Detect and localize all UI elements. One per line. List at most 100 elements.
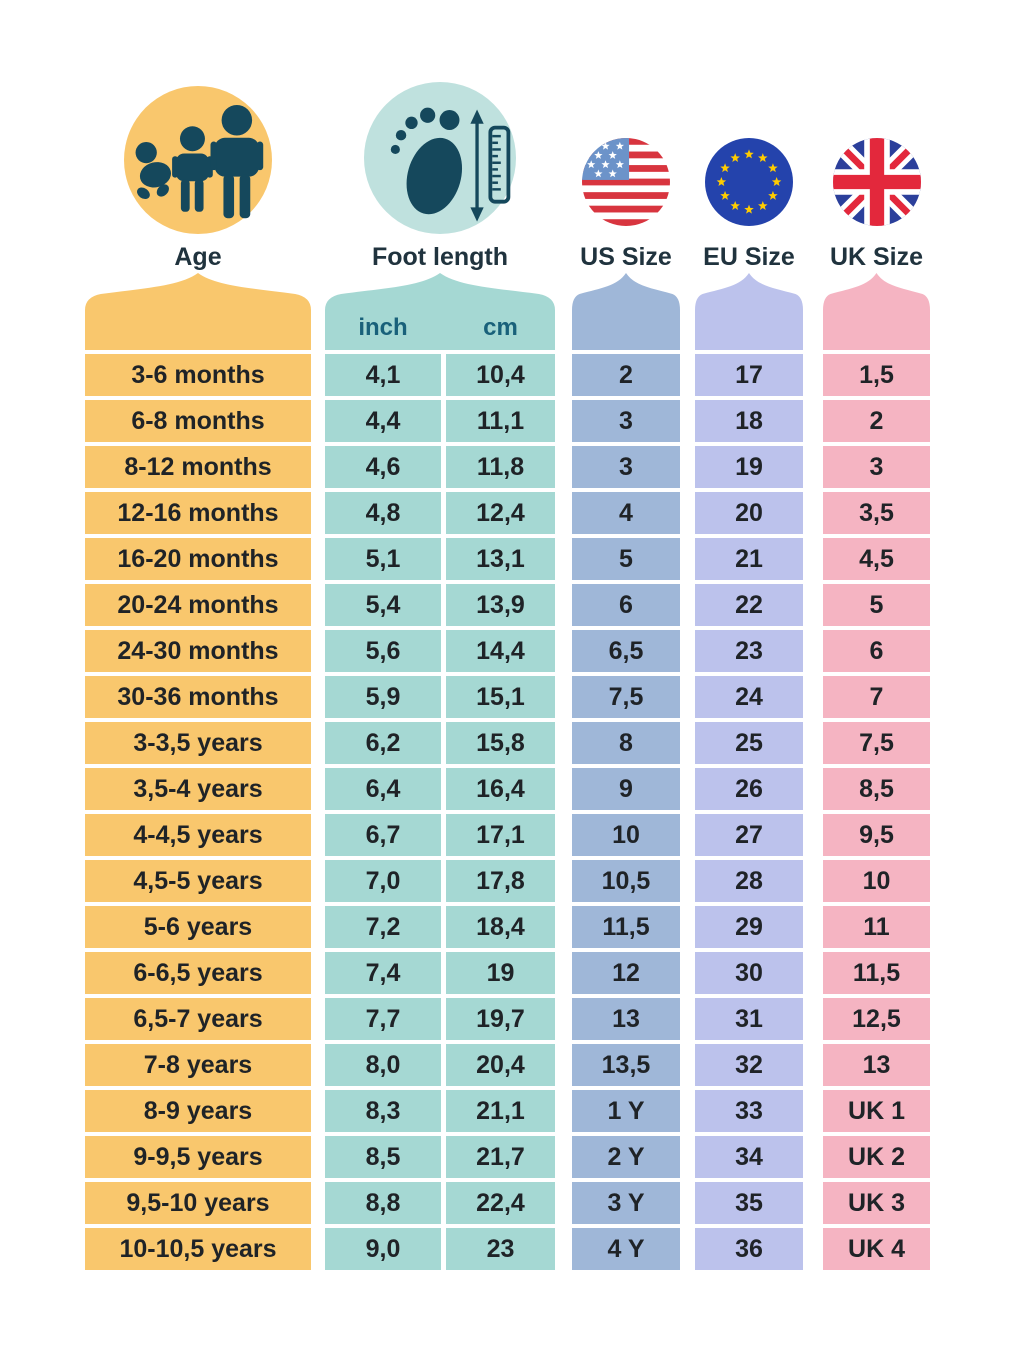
inch-cell: 8,0	[325, 1044, 441, 1086]
foot-length-column-label: Foot length	[371, 242, 509, 271]
eu-size-cell: 31	[695, 998, 803, 1040]
eu-size-cell: 22	[695, 584, 803, 626]
eu-size-cell: 25	[695, 722, 803, 764]
inch-cell: 4,4	[325, 400, 441, 442]
us-size-cell: 11,5	[572, 906, 680, 948]
cm-cell: 16,4	[446, 768, 555, 810]
us-size-cell: 3	[572, 446, 680, 488]
table-row: 6,5-7 years 7,7 19,7 13 31 12,5	[85, 998, 930, 1040]
table-row: 7-8 years 8,0 20,4 13,5 32 13	[85, 1044, 930, 1086]
us-size-cell: 13	[572, 998, 680, 1040]
age-cell: 4,5-5 years	[85, 860, 311, 902]
uk-size-cell: 9,5	[823, 814, 930, 856]
uk-size-cell: 10	[823, 860, 930, 902]
uk-size-cell: 12,5	[823, 998, 930, 1040]
eu-size-cell: 34	[695, 1136, 803, 1178]
cm-cell: 19,7	[446, 998, 555, 1040]
inch-cell: 6,2	[325, 722, 441, 764]
uk-size-column-label: UK Size	[829, 242, 924, 271]
age-cell: 20-24 months	[85, 584, 311, 626]
eu-size-column-header	[695, 272, 803, 350]
eu-size-cell: 35	[695, 1182, 803, 1224]
us-size-cell: 6	[572, 584, 680, 626]
uk-size-column-header	[823, 272, 930, 350]
inch-cell: 9,0	[325, 1228, 441, 1270]
foot-length-column-header: inch cm	[325, 272, 555, 350]
uk-size-cell: 2	[823, 400, 930, 442]
eu-size-cell: 23	[695, 630, 803, 672]
inch-cell: 5,9	[325, 676, 441, 718]
inch-cell: 6,7	[325, 814, 441, 856]
table-row: 30-36 months 5,9 15,1 7,5 24 7	[85, 676, 930, 718]
age-cell: 6,5-7 years	[85, 998, 311, 1040]
eu-size-cell: 29	[695, 906, 803, 948]
eu-size-cell: 18	[695, 400, 803, 442]
cm-cell: 15,8	[446, 722, 555, 764]
table-row: 8-12 months 4,6 11,8 3 19 3	[85, 446, 930, 488]
us-size-column-header	[572, 272, 680, 350]
uk-size-cell: 8,5	[823, 768, 930, 810]
table-row: 16-20 months 5,1 13,1 5 21 4,5	[85, 538, 930, 580]
inch-cell: 6,4	[325, 768, 441, 810]
table-row: 24-30 months 5,6 14,4 6,5 23 6	[85, 630, 930, 672]
family-icon	[124, 86, 272, 234]
us-size-cell: 7,5	[572, 676, 680, 718]
cm-cell: 17,8	[446, 860, 555, 902]
eu-size-cell: 19	[695, 446, 803, 488]
uk-size-cell: UK 3	[823, 1182, 930, 1224]
uk-size-cell: UK 2	[823, 1136, 930, 1178]
inch-cell: 7,0	[325, 860, 441, 902]
age-column-header	[85, 272, 311, 350]
age-cell: 16-20 months	[85, 538, 311, 580]
cm-cell: 18,4	[446, 906, 555, 948]
header-icons-row	[85, 80, 930, 234]
us-size-cell: 2 Y	[572, 1136, 680, 1178]
age-cell: 5-6 years	[85, 906, 311, 948]
age-cell: 3-6 months	[85, 354, 311, 396]
age-cell: 9,5-10 years	[85, 1182, 311, 1224]
uk-size-cell: 11,5	[823, 952, 930, 994]
age-cell: 3,5-4 years	[85, 768, 311, 810]
inch-cell: 8,5	[325, 1136, 441, 1178]
uk-size-cell: UK 4	[823, 1228, 930, 1270]
table-row: 6-6,5 years 7,4 19 12 30 11,5	[85, 952, 930, 994]
cm-cell: 22,4	[446, 1182, 555, 1224]
us-size-cell: 10,5	[572, 860, 680, 902]
us-size-cell: 3 Y	[572, 1182, 680, 1224]
table-row: 9,5-10 years 8,8 22,4 3 Y 35 UK 3	[85, 1182, 930, 1224]
eu-size-cell: 21	[695, 538, 803, 580]
age-cell: 3-3,5 years	[85, 722, 311, 764]
eu-size-column-label: EU Size	[703, 242, 795, 271]
cm-cell: 23	[446, 1228, 555, 1270]
table-row: 4,5-5 years 7,0 17,8 10,5 28 10	[85, 860, 930, 902]
inch-cell: 4,1	[325, 354, 441, 396]
inch-cell: 5,4	[325, 584, 441, 626]
us-flag-icon	[582, 138, 670, 226]
header-labels-row: Age Foot length US Size EU Size UK Size	[85, 242, 930, 272]
age-cell: 4-4,5 years	[85, 814, 311, 856]
us-size-cell: 4 Y	[572, 1228, 680, 1270]
table-row: 3,5-4 years 6,4 16,4 9 26 8,5	[85, 768, 930, 810]
inch-cell: 7,4	[325, 952, 441, 994]
uk-size-cell: 7	[823, 676, 930, 718]
us-size-cell: 1 Y	[572, 1090, 680, 1132]
table-row: 10-10,5 years 9,0 23 4 Y 36 UK 4	[85, 1228, 930, 1270]
eu-size-cell: 17	[695, 354, 803, 396]
inch-cell: 7,2	[325, 906, 441, 948]
inch-cell: 8,8	[325, 1182, 441, 1224]
cm-cell: 19	[446, 952, 555, 994]
age-cell: 6-8 months	[85, 400, 311, 442]
age-cell: 30-36 months	[85, 676, 311, 718]
inch-cell: 5,1	[325, 538, 441, 580]
uk-size-cell: 6	[823, 630, 930, 672]
age-cell: 7-8 years	[85, 1044, 311, 1086]
cm-cell: 10,4	[446, 354, 555, 396]
age-cell: 6-6,5 years	[85, 952, 311, 994]
table-row: 8-9 years 8,3 21,1 1 Y 33 UK 1	[85, 1090, 930, 1132]
uk-size-cell: 1,5	[823, 354, 930, 396]
header-arches-row: inch cm	[85, 272, 930, 350]
uk-size-cell: 3,5	[823, 492, 930, 534]
foot-ruler-icon	[364, 82, 516, 234]
uk-size-cell: 4,5	[823, 538, 930, 580]
